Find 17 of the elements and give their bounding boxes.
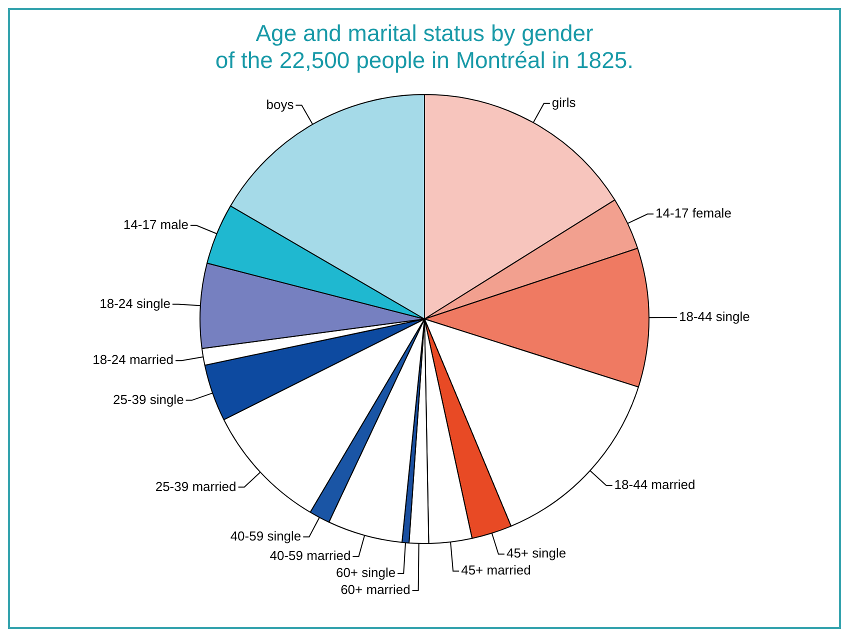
slice-label: 18-24 married — [92, 352, 174, 368]
slice-label: 25-39 single — [112, 392, 184, 407]
slice-label: 60+ married — [340, 582, 410, 598]
slice-label: 18-44 single — [678, 309, 750, 324]
slice-label: 25-39 married — [155, 478, 236, 494]
slice-label: 14-17 male — [123, 216, 188, 232]
chart-title: Age and marital status by gender of the 22,500 people in Montréal in 1825. — [214, 20, 635, 74]
slice-label: 14-17 female — [656, 206, 732, 221]
slice-label: boys — [266, 96, 294, 112]
slice-label: 45+ single — [506, 546, 566, 561]
slice-label: 18-44 married — [614, 477, 696, 492]
slice-label: 60+ single — [336, 565, 396, 580]
slice-label: 40-59 married — [270, 548, 351, 564]
slice-label: girls — [552, 94, 576, 110]
slice-label: 40-59 single — [230, 528, 302, 544]
slice-label: 18-24 single — [100, 296, 170, 311]
slice-label: 45+ married — [461, 562, 531, 578]
